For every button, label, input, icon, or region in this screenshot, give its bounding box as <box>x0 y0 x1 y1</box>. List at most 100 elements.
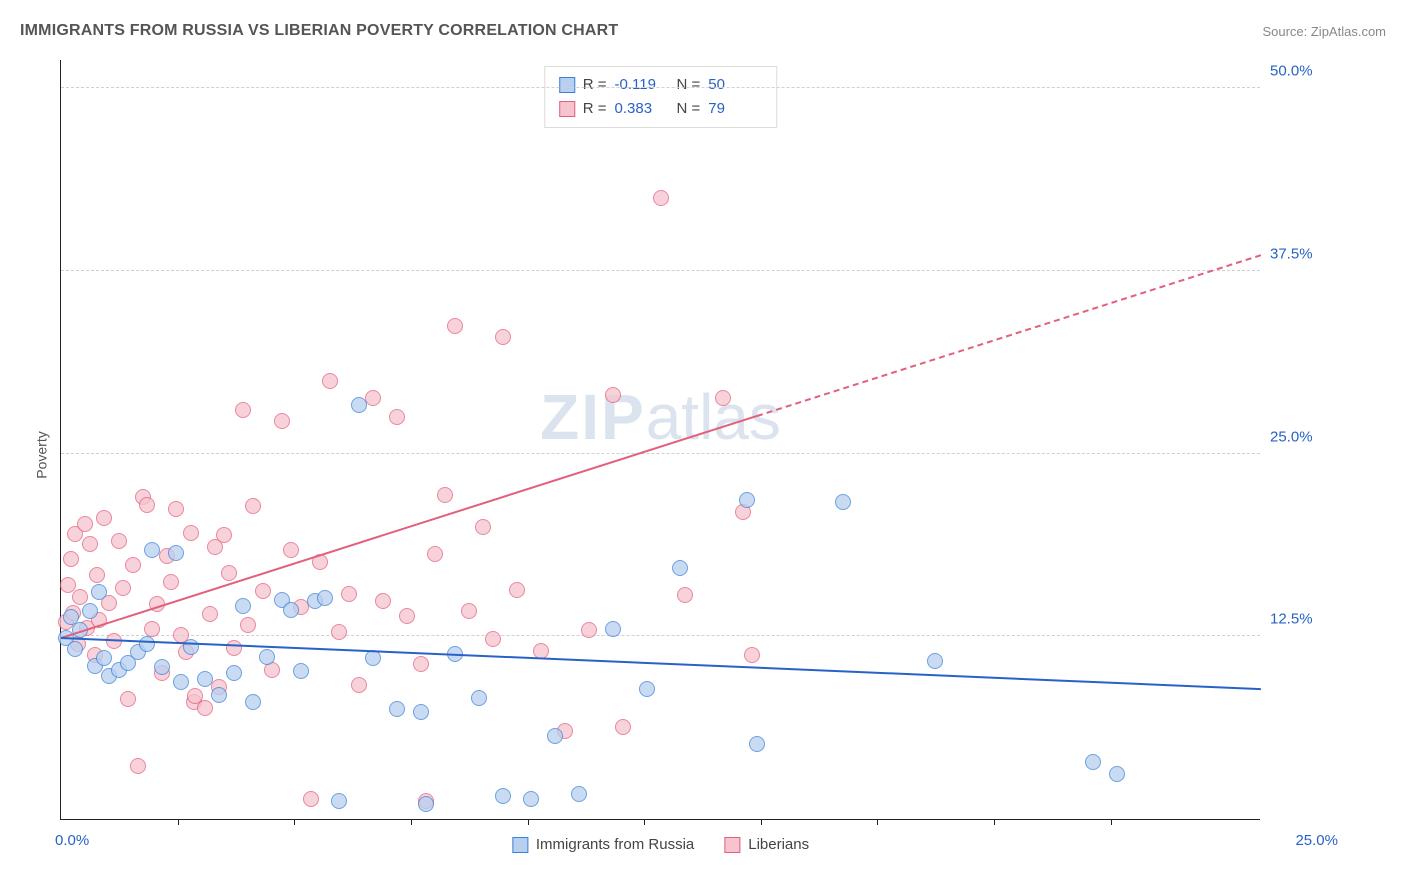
scatter-point <box>283 602 299 618</box>
gridline <box>61 87 1260 88</box>
chart-area: Poverty ZIPatlas R = -0.119 N = 50 R = 0… <box>60 60 1390 850</box>
plot-region: ZIPatlas R = -0.119 N = 50 R = 0.383 N =… <box>60 60 1260 820</box>
scatter-point <box>581 622 597 638</box>
scatter-point <box>365 390 381 406</box>
x-tick-mark <box>411 819 412 825</box>
scatter-point <box>183 525 199 541</box>
scatter-point <box>495 788 511 804</box>
scatter-point <box>235 598 251 614</box>
scatter-point <box>235 402 251 418</box>
swatch-pink <box>559 101 575 117</box>
scatter-point <box>677 587 693 603</box>
scatter-point <box>216 527 232 543</box>
series-legend: Immigrants from Russia Liberians <box>512 836 809 853</box>
scatter-point <box>303 791 319 807</box>
scatter-point <box>211 687 227 703</box>
swatch-pink <box>724 837 740 853</box>
scatter-point <box>322 373 338 389</box>
scatter-point <box>96 650 112 666</box>
x-axis-max: 25.0% <box>1295 832 1338 849</box>
scatter-point <box>91 584 107 600</box>
scatter-point <box>749 736 765 752</box>
scatter-point <box>139 636 155 652</box>
x-axis-min: 0.0% <box>55 832 89 849</box>
x-tick-mark <box>994 819 995 825</box>
scatter-point <box>475 519 491 535</box>
scatter-point <box>130 758 146 774</box>
scatter-point <box>82 536 98 552</box>
scatter-point <box>226 665 242 681</box>
x-tick-mark <box>761 819 762 825</box>
scatter-point <box>447 318 463 334</box>
source-label: Source: ZipAtlas.com <box>1262 24 1386 39</box>
scatter-point <box>331 624 347 640</box>
regression-line <box>757 254 1262 417</box>
scatter-point <box>653 190 669 206</box>
legend-item-pink: Liberians <box>724 836 809 853</box>
x-tick-mark <box>644 819 645 825</box>
scatter-point <box>139 497 155 513</box>
watermark: ZIPatlas <box>540 380 781 454</box>
scatter-point <box>274 413 290 429</box>
gridline <box>61 270 1260 271</box>
scatter-point <box>173 674 189 690</box>
scatter-point <box>82 603 98 619</box>
scatter-point <box>365 650 381 666</box>
scatter-point <box>715 390 731 406</box>
gridline <box>61 635 1260 636</box>
scatter-point <box>96 510 112 526</box>
scatter-point <box>571 786 587 802</box>
scatter-point <box>120 691 136 707</box>
stats-row-blue: R = -0.119 N = 50 <box>559 73 763 97</box>
scatter-point <box>639 681 655 697</box>
scatter-point <box>221 565 237 581</box>
x-tick-mark <box>1111 819 1112 825</box>
scatter-point <box>168 545 184 561</box>
scatter-point <box>927 653 943 669</box>
scatter-point <box>125 557 141 573</box>
scatter-point <box>509 582 525 598</box>
scatter-point <box>413 704 429 720</box>
scatter-point <box>547 728 563 744</box>
x-tick-mark <box>294 819 295 825</box>
scatter-point <box>115 580 131 596</box>
scatter-point <box>202 606 218 622</box>
y-tick-label: 50.0% <box>1270 63 1340 80</box>
scatter-point <box>351 397 367 413</box>
x-tick-mark <box>877 819 878 825</box>
stats-row-pink: R = 0.383 N = 79 <box>559 97 763 121</box>
scatter-point <box>317 590 333 606</box>
scatter-point <box>413 656 429 672</box>
scatter-point <box>835 494 851 510</box>
swatch-blue <box>559 77 575 93</box>
scatter-point <box>437 487 453 503</box>
scatter-point <box>375 593 391 609</box>
scatter-point <box>226 640 242 656</box>
scatter-point <box>144 542 160 558</box>
stats-legend: R = -0.119 N = 50 R = 0.383 N = 79 <box>544 66 778 128</box>
scatter-point <box>154 659 170 675</box>
scatter-point <box>351 677 367 693</box>
y-tick-label: 25.0% <box>1270 428 1340 445</box>
scatter-point <box>111 533 127 549</box>
scatter-point <box>605 387 621 403</box>
y-axis-label: Poverty <box>34 431 50 478</box>
scatter-point <box>389 409 405 425</box>
scatter-point <box>389 701 405 717</box>
scatter-point <box>744 647 760 663</box>
scatter-point <box>163 574 179 590</box>
scatter-point <box>283 542 299 558</box>
scatter-point <box>331 793 347 809</box>
x-tick-mark <box>178 819 179 825</box>
swatch-blue <box>512 837 528 853</box>
scatter-point <box>197 671 213 687</box>
scatter-point <box>197 700 213 716</box>
scatter-point <box>495 329 511 345</box>
scatter-point <box>144 621 160 637</box>
scatter-point <box>240 617 256 633</box>
legend-item-blue: Immigrants from Russia <box>512 836 694 853</box>
scatter-point <box>1085 754 1101 770</box>
regression-line <box>61 637 1261 690</box>
scatter-point <box>739 492 755 508</box>
x-tick-mark <box>528 819 529 825</box>
